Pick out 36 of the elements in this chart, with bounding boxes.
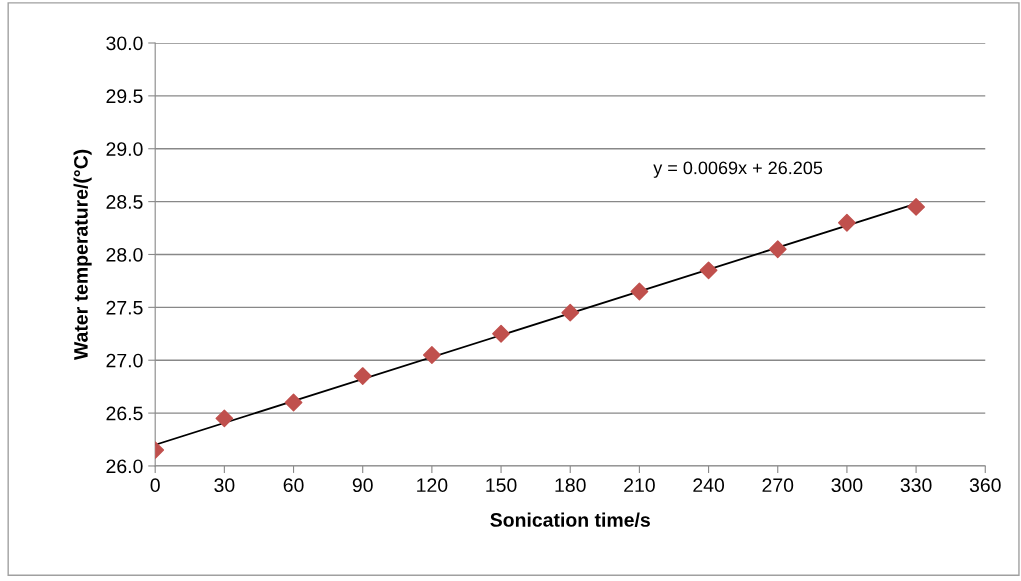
y-tick-label: 29.0 [106,142,143,156]
point [838,213,856,232]
y-tick-label: 27.0 [106,353,143,368]
x-tick-label: 180 [555,478,586,493]
y-tick-label: 30.0 [106,36,143,51]
y-tick-label: 26.5 [106,406,143,421]
point [422,346,441,364]
x-tick-label: 30 [214,478,235,493]
y-tick-label: 26.0 [106,459,143,474]
x-tick-label: 270 [762,478,794,493]
point [561,303,580,322]
x-tick-label: 150 [486,478,517,493]
x-tick-label: 0 [150,478,160,493]
y-tick-label: 29.5 [106,89,143,104]
point [492,324,510,343]
x-tick-label: 60 [283,478,304,493]
point [768,240,787,259]
y-tick-label: 27.5 [106,300,143,315]
x-tick-label: 300 [831,478,863,493]
x-tick-label: 330 [900,478,932,493]
point [215,409,234,428]
point [353,367,372,385]
annotation: y = 0.0069x + 26.205 [653,161,823,178]
point [907,197,926,216]
x-tick-label: 90 [352,478,373,493]
x-tick-label: 120 [417,478,448,493]
x-axis-title: Sonication time/s [490,512,650,528]
x-tick-label: 210 [624,478,655,493]
x-tick-label: 360 [969,478,1001,493]
point [630,282,649,301]
y-tick-label: 28.0 [106,247,143,262]
point [699,261,718,280]
y-tick-label: 28.5 [106,195,143,209]
point [284,393,303,412]
y-axis-title: Water temperature/(°C) [73,149,92,361]
x-tick-label: 240 [693,478,725,493]
